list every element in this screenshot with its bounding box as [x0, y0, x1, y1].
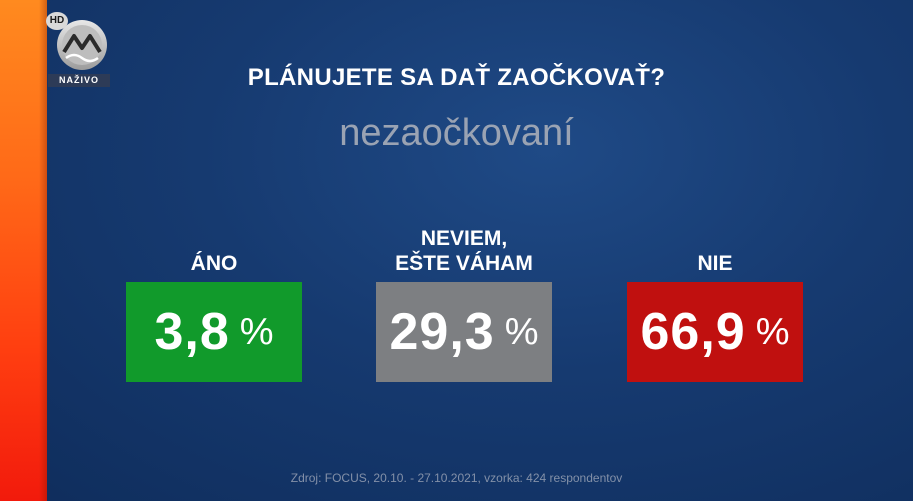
- live-badge: NAŽIVO: [48, 74, 110, 87]
- result-value: 3,8: [154, 303, 230, 361]
- percent-sign: %: [755, 310, 790, 353]
- result-label-line1: NEVIEM,: [420, 227, 508, 250]
- result-value: 66,9: [640, 303, 746, 361]
- result-box-unsure: 29,3 %: [376, 282, 552, 382]
- channel-logo: HD NAŽIVO: [46, 12, 112, 87]
- poll-question: PLÁNUJETE SA DAŤ ZAOČKOVAŤ?: [247, 64, 666, 91]
- result-label-text: ÁNO: [190, 252, 238, 275]
- source-note: Zdroj: FOCUS, 20.10. - 27.10.2021, vzork…: [290, 471, 623, 485]
- result-box-yes: 3,8 %: [126, 282, 302, 382]
- percent-sign: %: [239, 310, 274, 353]
- result-box-no: 66,9 %: [627, 282, 803, 382]
- result-label: NIE: [627, 220, 803, 282]
- poll-subtitle: nezaočkovaní: [339, 112, 574, 154]
- result-label-text: NIE: [697, 252, 733, 275]
- markiza-m-icon: [57, 20, 107, 70]
- side-accent-strip: [0, 0, 47, 501]
- result-value: 29,3: [389, 303, 495, 361]
- result-label: ÁNO: [126, 220, 302, 282]
- percent-sign: %: [504, 310, 539, 353]
- result-label: NEVIEM, EŠTE VÁHAM: [376, 220, 552, 282]
- result-column-unsure: NEVIEM, EŠTE VÁHAM 29,3 %: [376, 220, 552, 382]
- result-column-no: NIE 66,9 %: [627, 220, 803, 382]
- hd-badge: HD: [46, 12, 68, 30]
- result-label-line2: EŠTE VÁHAM: [395, 252, 533, 275]
- result-column-yes: ÁNO 3,8 %: [126, 220, 302, 382]
